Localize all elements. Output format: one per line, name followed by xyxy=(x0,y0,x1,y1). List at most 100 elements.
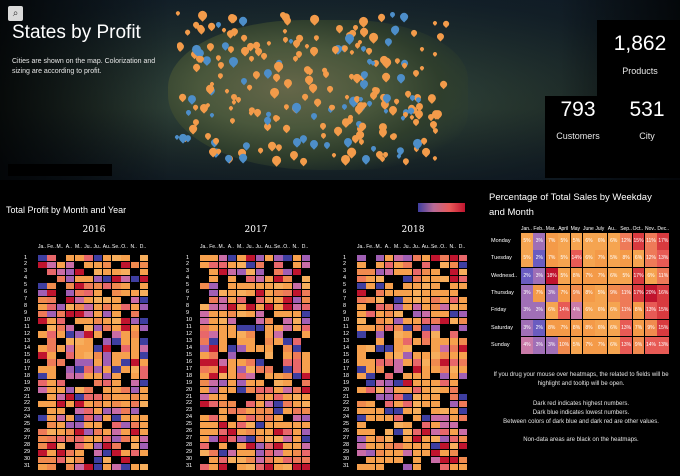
profit-cell[interactable] xyxy=(56,407,66,415)
profit-cell[interactable] xyxy=(403,421,412,429)
weekday-month-cell[interactable]: 6% xyxy=(632,250,645,268)
profit-cell[interactable] xyxy=(421,310,431,317)
profit-cell[interactable] xyxy=(449,296,459,304)
profit-cell[interactable] xyxy=(102,310,112,317)
profit-cell[interactable] xyxy=(449,421,459,429)
profit-cell[interactable] xyxy=(301,289,311,297)
profit-cell[interactable] xyxy=(130,394,140,401)
profit-cell[interactable] xyxy=(301,456,311,463)
weekday-month-cell[interactable]: 6% xyxy=(645,267,657,285)
weekday-month-cell[interactable]: 14% xyxy=(558,302,571,319)
profit-cell[interactable] xyxy=(93,373,103,380)
profit-cell[interactable] xyxy=(56,275,66,283)
profit-cell[interactable] xyxy=(394,338,403,345)
profit-cell[interactable] xyxy=(403,414,412,422)
profit-cell[interactable] xyxy=(237,428,246,436)
profit-cell[interactable] xyxy=(218,387,228,394)
profit-cell[interactable] xyxy=(93,428,103,436)
profit-cell[interactable] xyxy=(93,261,103,269)
profit-cell[interactable] xyxy=(84,400,93,408)
profit-cell[interactable] xyxy=(121,435,130,443)
weekday-month-cell[interactable]: 8% xyxy=(583,319,595,337)
profit-cell[interactable] xyxy=(56,310,66,317)
profit-cell[interactable] xyxy=(403,352,412,359)
profit-cell[interactable] xyxy=(209,324,218,331)
profit-cell[interactable] xyxy=(366,289,375,297)
profit-cell[interactable] xyxy=(394,373,403,380)
profit-cell[interactable] xyxy=(283,255,292,262)
profit-cell[interactable] xyxy=(412,345,422,352)
profit-cell[interactable] xyxy=(449,442,459,449)
profit-cell[interactable] xyxy=(93,456,103,463)
profit-cell[interactable] xyxy=(47,289,56,297)
profit-cell[interactable] xyxy=(130,359,140,366)
profit-cell[interactable] xyxy=(412,407,422,415)
profit-cell[interactable] xyxy=(246,310,255,317)
profit-cell[interactable] xyxy=(431,373,440,380)
profit-cell[interactable] xyxy=(102,387,112,394)
profit-cell[interactable] xyxy=(255,275,265,283)
weekday-month-cell[interactable]: 11% xyxy=(620,302,633,319)
profit-cell[interactable] xyxy=(255,359,265,366)
profit-cell[interactable] xyxy=(255,456,265,463)
profit-cell[interactable] xyxy=(283,331,292,338)
profit-cell[interactable] xyxy=(47,345,56,352)
profit-cell[interactable] xyxy=(47,366,56,373)
profit-cell[interactable] xyxy=(65,380,75,387)
profit-cell[interactable] xyxy=(227,400,237,408)
profit-cell[interactable] xyxy=(102,345,112,352)
profit-cell[interactable] xyxy=(209,373,218,380)
profit-cell[interactable] xyxy=(375,400,385,408)
profit-cell[interactable] xyxy=(47,442,56,449)
weekday-month-cell[interactable]: 8% xyxy=(632,302,645,319)
profit-cell[interactable] xyxy=(38,394,47,401)
profit-cell[interactable] xyxy=(292,442,302,449)
profit-cell[interactable] xyxy=(65,373,75,380)
profit-cell[interactable] xyxy=(227,296,237,304)
profit-cell[interactable] xyxy=(458,331,468,338)
profit-cell[interactable] xyxy=(412,456,422,463)
profit-cell[interactable] xyxy=(431,303,440,310)
profit-cell[interactable] xyxy=(65,428,75,436)
profit-cell[interactable] xyxy=(65,303,75,310)
profit-cell[interactable] xyxy=(246,303,255,310)
profit-cell[interactable] xyxy=(112,310,121,317)
profit-cell[interactable] xyxy=(246,352,255,359)
profit-cell[interactable] xyxy=(431,338,440,345)
profit-cell[interactable] xyxy=(65,317,75,324)
profit-cell[interactable] xyxy=(209,463,218,470)
profit-cell[interactable] xyxy=(227,456,237,463)
profit-cell[interactable] xyxy=(93,338,103,345)
profit-cell[interactable] xyxy=(84,359,93,366)
profit-cell[interactable] xyxy=(458,456,468,463)
profit-cell[interactable] xyxy=(139,435,149,443)
profit-cell[interactable] xyxy=(139,317,149,324)
profit-cell[interactable] xyxy=(366,331,375,338)
profit-cell[interactable] xyxy=(200,366,209,373)
weekday-month-cell[interactable]: 4% xyxy=(570,302,583,319)
weekday-month-cell[interactable]: 5% xyxy=(521,233,533,250)
profit-cell[interactable] xyxy=(292,303,302,310)
profit-cell[interactable] xyxy=(93,380,103,387)
profit-cell[interactable] xyxy=(366,296,375,304)
profit-cell[interactable] xyxy=(301,366,311,373)
weekday-month-cell[interactable]: 11% xyxy=(620,284,633,302)
profit-cell[interactable] xyxy=(38,359,47,366)
profit-cell[interactable] xyxy=(421,268,431,276)
profit-cell[interactable] xyxy=(449,428,459,436)
profit-cell[interactable] xyxy=(65,352,75,359)
weekday-month-cell[interactable]: 17% xyxy=(632,284,645,302)
weekday-month-cell[interactable]: 6% xyxy=(583,233,595,250)
profit-cell[interactable] xyxy=(274,428,283,436)
profit-cell[interactable] xyxy=(384,366,394,373)
profit-cell[interactable] xyxy=(366,387,375,394)
profit-cell[interactable] xyxy=(301,449,311,456)
profit-cell[interactable] xyxy=(357,394,366,401)
profit-cell[interactable] xyxy=(458,261,468,269)
profit-cell[interactable] xyxy=(112,255,121,262)
profit-cell[interactable] xyxy=(440,324,449,331)
profit-cell[interactable] xyxy=(255,442,265,449)
profit-cell[interactable] xyxy=(292,324,302,331)
profit-cell[interactable] xyxy=(412,310,422,317)
weekday-month-cell[interactable]: 7% xyxy=(583,267,595,285)
